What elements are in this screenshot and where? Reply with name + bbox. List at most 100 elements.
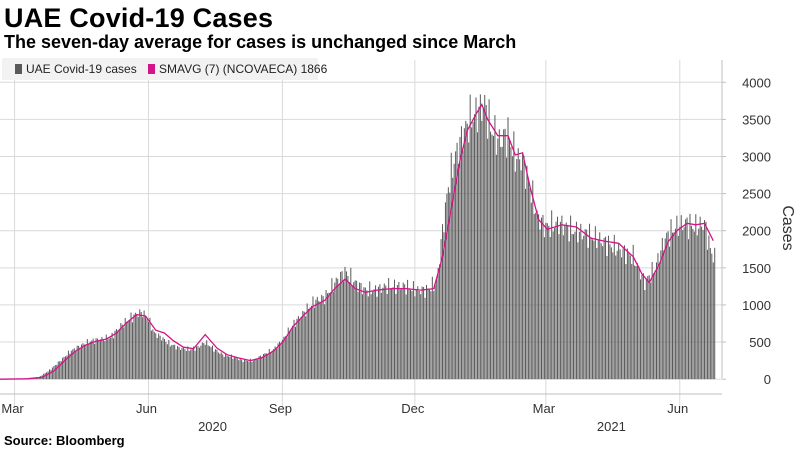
- bar: [302, 311, 304, 380]
- bar: [638, 266, 640, 380]
- bar: [385, 285, 387, 380]
- bar: [593, 240, 595, 380]
- bar: [126, 321, 128, 380]
- bar: [674, 228, 676, 380]
- bar: [415, 289, 417, 380]
- bar: [545, 222, 547, 380]
- bar: [444, 202, 446, 380]
- bar: [532, 180, 534, 380]
- bar: [383, 283, 385, 380]
- bar: [124, 317, 126, 380]
- y-axis-label: Cases: [779, 205, 796, 250]
- bar: [197, 346, 199, 380]
- bar: [481, 120, 483, 380]
- bar: [236, 358, 238, 380]
- bar: [140, 311, 142, 380]
- source-note: Source: Bloomberg: [4, 433, 125, 448]
- bar: [229, 356, 231, 380]
- bar: [155, 333, 157, 380]
- bar: [437, 268, 439, 380]
- bar: [396, 285, 398, 380]
- bar: [321, 294, 323, 380]
- bar: [664, 238, 666, 380]
- bar: [626, 248, 628, 380]
- bar: [204, 344, 206, 380]
- bar: [118, 328, 120, 380]
- bar: [130, 312, 132, 380]
- bar: [426, 284, 427, 380]
- bar: [603, 237, 605, 380]
- bar: [658, 263, 660, 380]
- bar: [594, 226, 596, 380]
- bar: [428, 289, 430, 380]
- bar: [645, 278, 647, 380]
- bar: [337, 278, 339, 380]
- bar: [543, 237, 545, 380]
- bar: [651, 261, 653, 380]
- bar: [517, 148, 519, 380]
- bar: [184, 349, 186, 380]
- bar: [605, 236, 607, 380]
- bar: [439, 264, 441, 380]
- bar: [216, 349, 218, 380]
- bar: [689, 213, 691, 380]
- bar: [510, 147, 512, 380]
- bar: [76, 345, 78, 380]
- bar: [666, 232, 668, 380]
- bar: [511, 156, 513, 380]
- bar: [341, 271, 343, 380]
- bar: [613, 234, 615, 380]
- bar: [334, 282, 336, 380]
- bar: [222, 354, 224, 380]
- x-year-label: 2020: [198, 419, 227, 434]
- bar: [706, 249, 708, 380]
- bar: [311, 305, 313, 380]
- bar: [616, 250, 618, 380]
- x-year-label: 2021: [597, 419, 626, 434]
- bar: [273, 349, 275, 380]
- bar: [303, 311, 305, 380]
- legend-background: [2, 58, 318, 80]
- bar: [460, 126, 462, 380]
- bar: [648, 275, 650, 380]
- bar: [235, 357, 237, 380]
- bar: [472, 121, 474, 380]
- bar: [230, 354, 232, 380]
- bar: [369, 281, 371, 380]
- bar: [244, 359, 246, 380]
- bar: [88, 343, 90, 380]
- bar: [484, 94, 486, 380]
- bar: [162, 337, 164, 380]
- bar: [295, 326, 296, 380]
- bar: [81, 344, 83, 380]
- bar: [450, 152, 452, 380]
- bar: [308, 308, 310, 380]
- line-layer: [0, 103, 714, 380]
- bar: [551, 210, 553, 380]
- bar: [201, 342, 203, 380]
- bar: [571, 233, 573, 380]
- bar: [217, 352, 219, 380]
- bar: [51, 367, 53, 380]
- bar: [185, 351, 187, 380]
- bar: [414, 296, 416, 380]
- bar: [536, 210, 538, 380]
- bar: [498, 129, 500, 380]
- bar: [503, 129, 505, 380]
- bar: [271, 350, 273, 380]
- bar: [65, 356, 66, 380]
- legend-label-average: SMAVG (7) (NCOVAECA) 1866: [159, 62, 328, 76]
- bar: [322, 296, 324, 380]
- bar: [188, 350, 190, 380]
- legend: UAE Covid-19 cases SMAVG (7) (NCOVAECA) …: [2, 58, 328, 80]
- bar: [200, 345, 202, 380]
- bar: [233, 357, 235, 380]
- bar: [265, 353, 267, 380]
- bar: [92, 338, 94, 380]
- bar: [292, 325, 294, 380]
- bar: [539, 229, 541, 380]
- bar: [67, 350, 69, 380]
- bar: [456, 142, 458, 380]
- bar: [136, 314, 138, 380]
- bar: [698, 228, 700, 380]
